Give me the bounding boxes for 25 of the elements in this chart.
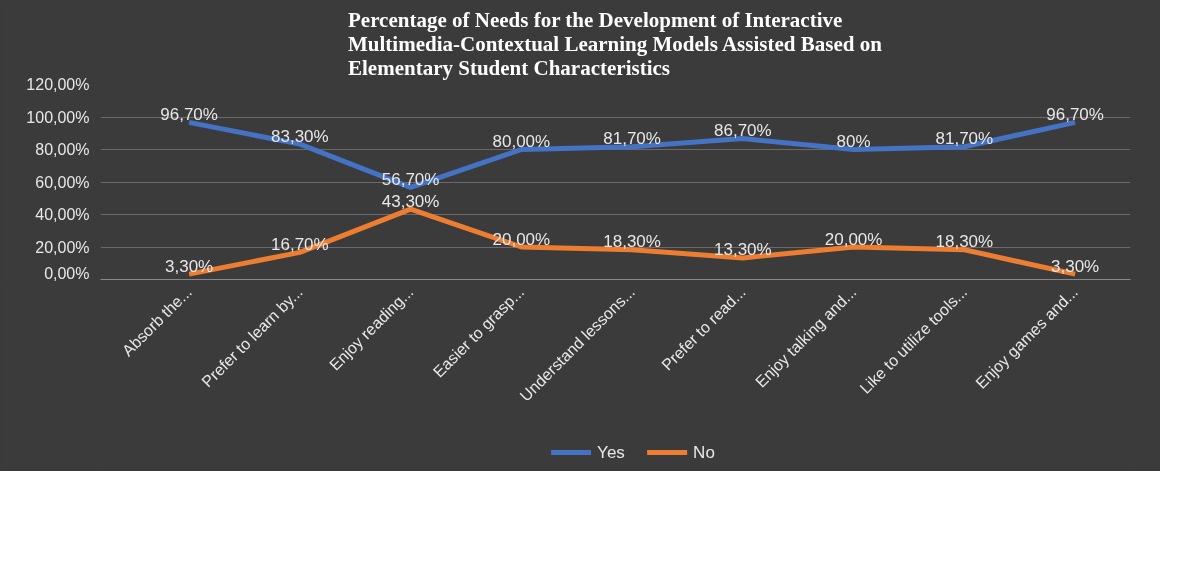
chart-title: Percentage of Needs for the Development of Interactive Multimedia-Contextual Learning Models Assisted Based on Elementary Student Characteristics [348, 7, 883, 80]
data-label: 3,30% [1051, 256, 1100, 276]
data-label: 80% [836, 132, 871, 151]
y-tick-label: 60,00% [35, 173, 90, 191]
data-label: 96,70% [1046, 104, 1104, 124]
data-label: 80,00% [492, 132, 551, 151]
data-label: 3,30% [165, 256, 214, 276]
data-label: 18,30% [603, 232, 661, 252]
data-label: 96,70% [160, 104, 218, 124]
y-tick-label: 0,00% [44, 264, 90, 282]
y-tick-label: 20,00% [35, 238, 90, 256]
y-tick-label: 80,00% [35, 141, 90, 158]
legend-label: Yes [597, 443, 625, 462]
data-label: 20,00% [824, 229, 883, 249]
y-tick-label: 120,00% [26, 76, 90, 93]
data-label: 18,30% [935, 232, 994, 252]
data-label: 81,70% [935, 129, 994, 149]
y-tick-label: 100,00% [26, 108, 90, 126]
legend-label: No [693, 443, 715, 462]
data-label: 86,70% [714, 121, 772, 141]
data-label: 13,30% [714, 240, 772, 260]
y-tick-label: 40,00% [35, 206, 90, 223]
data-label: 83,30% [271, 126, 329, 146]
data-label: 81,70% [603, 129, 661, 149]
data-label: 43,30% [381, 191, 440, 211]
